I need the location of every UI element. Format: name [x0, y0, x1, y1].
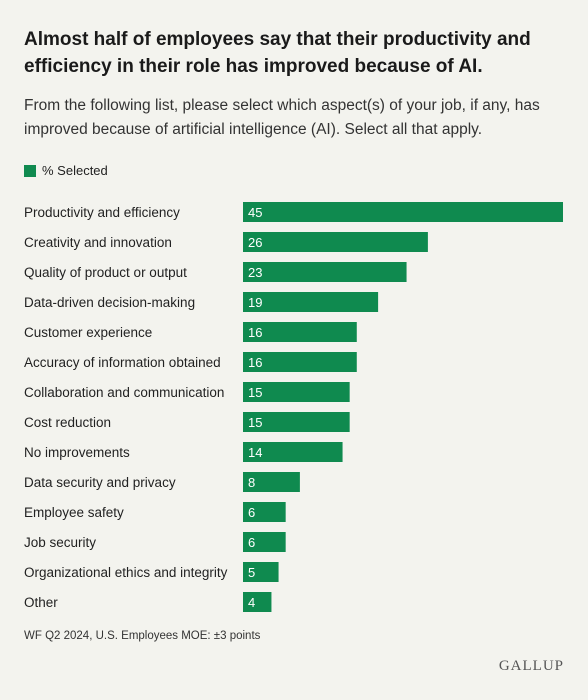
bar — [243, 502, 286, 522]
category-label: Job security — [24, 535, 96, 550]
bar — [243, 412, 350, 432]
value-label: 5 — [248, 565, 255, 580]
value-label: 45 — [248, 205, 262, 220]
category-label: Data security and privacy — [24, 475, 176, 490]
bar — [243, 532, 286, 552]
value-label: 15 — [248, 415, 262, 430]
legend: % Selected — [24, 163, 108, 178]
value-label: 6 — [248, 505, 255, 520]
value-label: 19 — [248, 295, 262, 310]
legend-label: % Selected — [42, 163, 108, 178]
bar — [243, 262, 407, 282]
category-label: Data-driven decision-making — [24, 295, 195, 310]
category-label: Employee safety — [24, 505, 124, 520]
category-label: Productivity and efficiency — [24, 205, 180, 220]
value-label: 14 — [248, 445, 262, 460]
value-label: 6 — [248, 535, 255, 550]
bar — [243, 382, 350, 402]
category-label: Accuracy of information obtained — [24, 355, 221, 370]
value-label: 4 — [248, 595, 255, 610]
legend-swatch — [24, 164, 36, 177]
footnote: WF Q2 2024, U.S. Employees MOE: ±3 point… — [24, 630, 261, 642]
value-label: 26 — [248, 235, 262, 250]
value-label: 8 — [248, 475, 255, 490]
value-label: 16 — [248, 325, 262, 340]
category-label: Creativity and innovation — [24, 235, 172, 250]
bar — [243, 472, 300, 492]
value-label: 16 — [248, 355, 262, 370]
category-label: Collaboration and communication — [24, 385, 224, 400]
category-label: Quality of product or output — [24, 265, 187, 280]
bar — [243, 562, 279, 582]
category-label: Cost reduction — [24, 415, 111, 430]
category-label: Customer experience — [24, 325, 152, 340]
category-label: No improvements — [24, 445, 130, 460]
bar — [243, 322, 357, 342]
bar — [243, 592, 272, 612]
category-label: Other — [24, 595, 58, 610]
bar — [243, 352, 357, 372]
value-label: 23 — [248, 265, 262, 280]
bar — [243, 232, 428, 252]
category-label: Organizational ethics and integrity — [24, 565, 228, 580]
chart-subtitle: From the following list, please select w… — [24, 97, 540, 138]
value-label: 15 — [248, 385, 262, 400]
bar — [243, 202, 563, 222]
bar — [243, 292, 379, 312]
gallup-logo: GALLUP — [498, 658, 564, 674]
chart-title: Almost half of employees say that their … — [24, 29, 531, 77]
bar — [243, 442, 343, 462]
